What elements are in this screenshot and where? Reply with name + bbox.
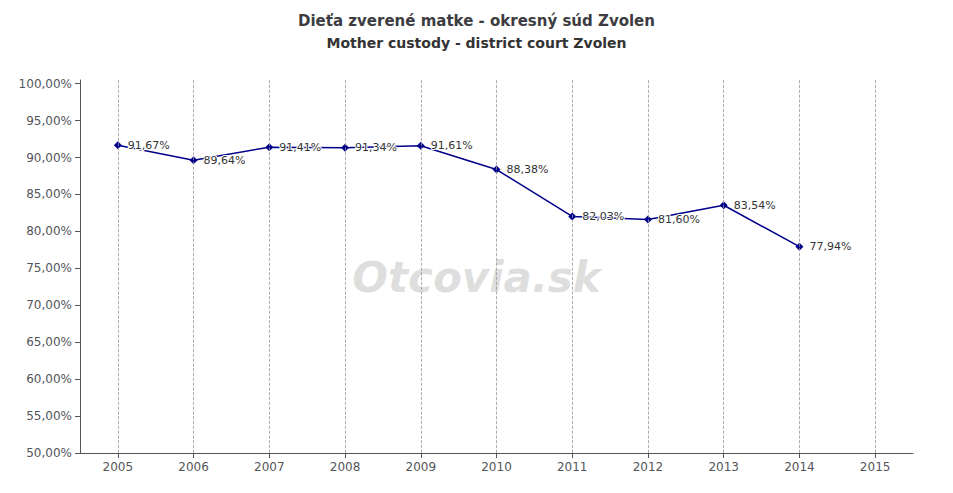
svg-text:85,00%: 85,00% <box>26 187 72 201</box>
svg-text:Otcovia.sk: Otcovia.sk <box>352 253 604 302</box>
svg-text:2014: 2014 <box>784 460 815 474</box>
svg-text:75,00%: 75,00% <box>26 261 72 275</box>
svg-text:80,00%: 80,00% <box>26 224 72 238</box>
svg-text:91,67%: 91,67% <box>128 139 170 152</box>
svg-text:2007: 2007 <box>254 460 285 474</box>
svg-text:82,03%: 82,03% <box>582 210 624 223</box>
svg-text:50,00%: 50,00% <box>26 446 72 460</box>
svg-text:2013: 2013 <box>708 460 739 474</box>
svg-text:Mother custody - district cour: Mother custody - district court Zvolen <box>326 35 626 51</box>
svg-text:Dieťa zverené matke - okresný: Dieťa zverené matke - okresný súd Zvolen <box>298 12 655 30</box>
svg-text:83,54%: 83,54% <box>734 199 776 212</box>
svg-text:2010: 2010 <box>481 460 512 474</box>
svg-text:88,38%: 88,38% <box>507 163 549 176</box>
svg-text:89,64%: 89,64% <box>204 154 246 167</box>
svg-text:81,60%: 81,60% <box>658 213 700 226</box>
svg-text:77,94%: 77,94% <box>809 240 851 253</box>
svg-text:2008: 2008 <box>330 460 361 474</box>
svg-text:60,00%: 60,00% <box>26 372 72 386</box>
svg-text:2009: 2009 <box>405 460 436 474</box>
svg-text:100,00%: 100,00% <box>19 77 72 91</box>
svg-text:2015: 2015 <box>860 460 891 474</box>
svg-text:2005: 2005 <box>103 460 134 474</box>
svg-text:55,00%: 55,00% <box>26 409 72 423</box>
svg-text:65,00%: 65,00% <box>26 335 72 349</box>
svg-text:90,00%: 90,00% <box>26 151 72 165</box>
svg-text:91,41%: 91,41% <box>279 141 321 154</box>
svg-text:2011: 2011 <box>557 460 588 474</box>
svg-text:2012: 2012 <box>633 460 664 474</box>
svg-text:2006: 2006 <box>178 460 209 474</box>
svg-text:95,00%: 95,00% <box>26 114 72 128</box>
svg-text:70,00%: 70,00% <box>26 298 72 312</box>
svg-text:91,34%: 91,34% <box>355 141 397 154</box>
svg-text:91,61%: 91,61% <box>431 139 473 152</box>
